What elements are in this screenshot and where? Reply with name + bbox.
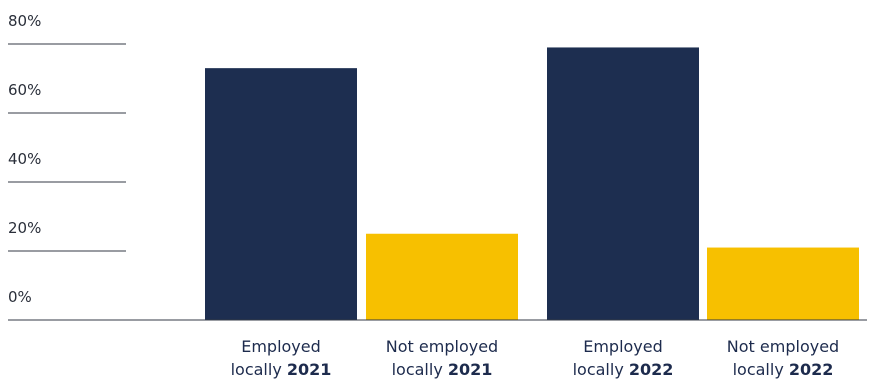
bar <box>707 247 859 320</box>
x-category-label-line1: Not employed <box>727 337 839 356</box>
bar <box>205 68 357 321</box>
bar <box>547 47 699 320</box>
y-tick-label: 80% <box>8 12 41 30</box>
x-category-label-line2: locally 2022 <box>573 360 674 379</box>
x-category-label-line2: locally 2021 <box>231 360 332 379</box>
x-category-label-line1: Employed <box>241 337 321 356</box>
x-category-label-prefix: locally <box>733 360 789 379</box>
x-category-label-prefix: locally <box>573 360 629 379</box>
x-category-label-line1: Employed <box>583 337 663 356</box>
category-labels: Employed locally 2021 Not employed locally … <box>231 337 840 379</box>
x-category-label-year: 2021 <box>287 360 332 379</box>
x-category-label-line1: Not employed <box>386 337 498 356</box>
x-category-label-prefix: locally <box>392 360 448 379</box>
x-category-label-year: 2022 <box>789 360 834 379</box>
x-category-label-line2: locally 2022 <box>733 360 834 379</box>
y-tick-label: 60% <box>8 81 41 99</box>
bars <box>205 47 859 321</box>
x-category-label-line2: locally 2021 <box>392 360 493 379</box>
y-gridlines <box>8 43 126 252</box>
y-tick-labels: 0% 20% 40% 60% 80% <box>8 12 41 306</box>
x-category-label-year: 2021 <box>448 360 493 379</box>
y-tick-label: 0% <box>8 288 32 306</box>
x-category-label-year: 2022 <box>629 360 674 379</box>
y-tick-label: 20% <box>8 219 41 237</box>
bar <box>366 233 518 320</box>
y-tick-label: 40% <box>8 150 41 168</box>
x-category-label-prefix: locally <box>231 360 287 379</box>
